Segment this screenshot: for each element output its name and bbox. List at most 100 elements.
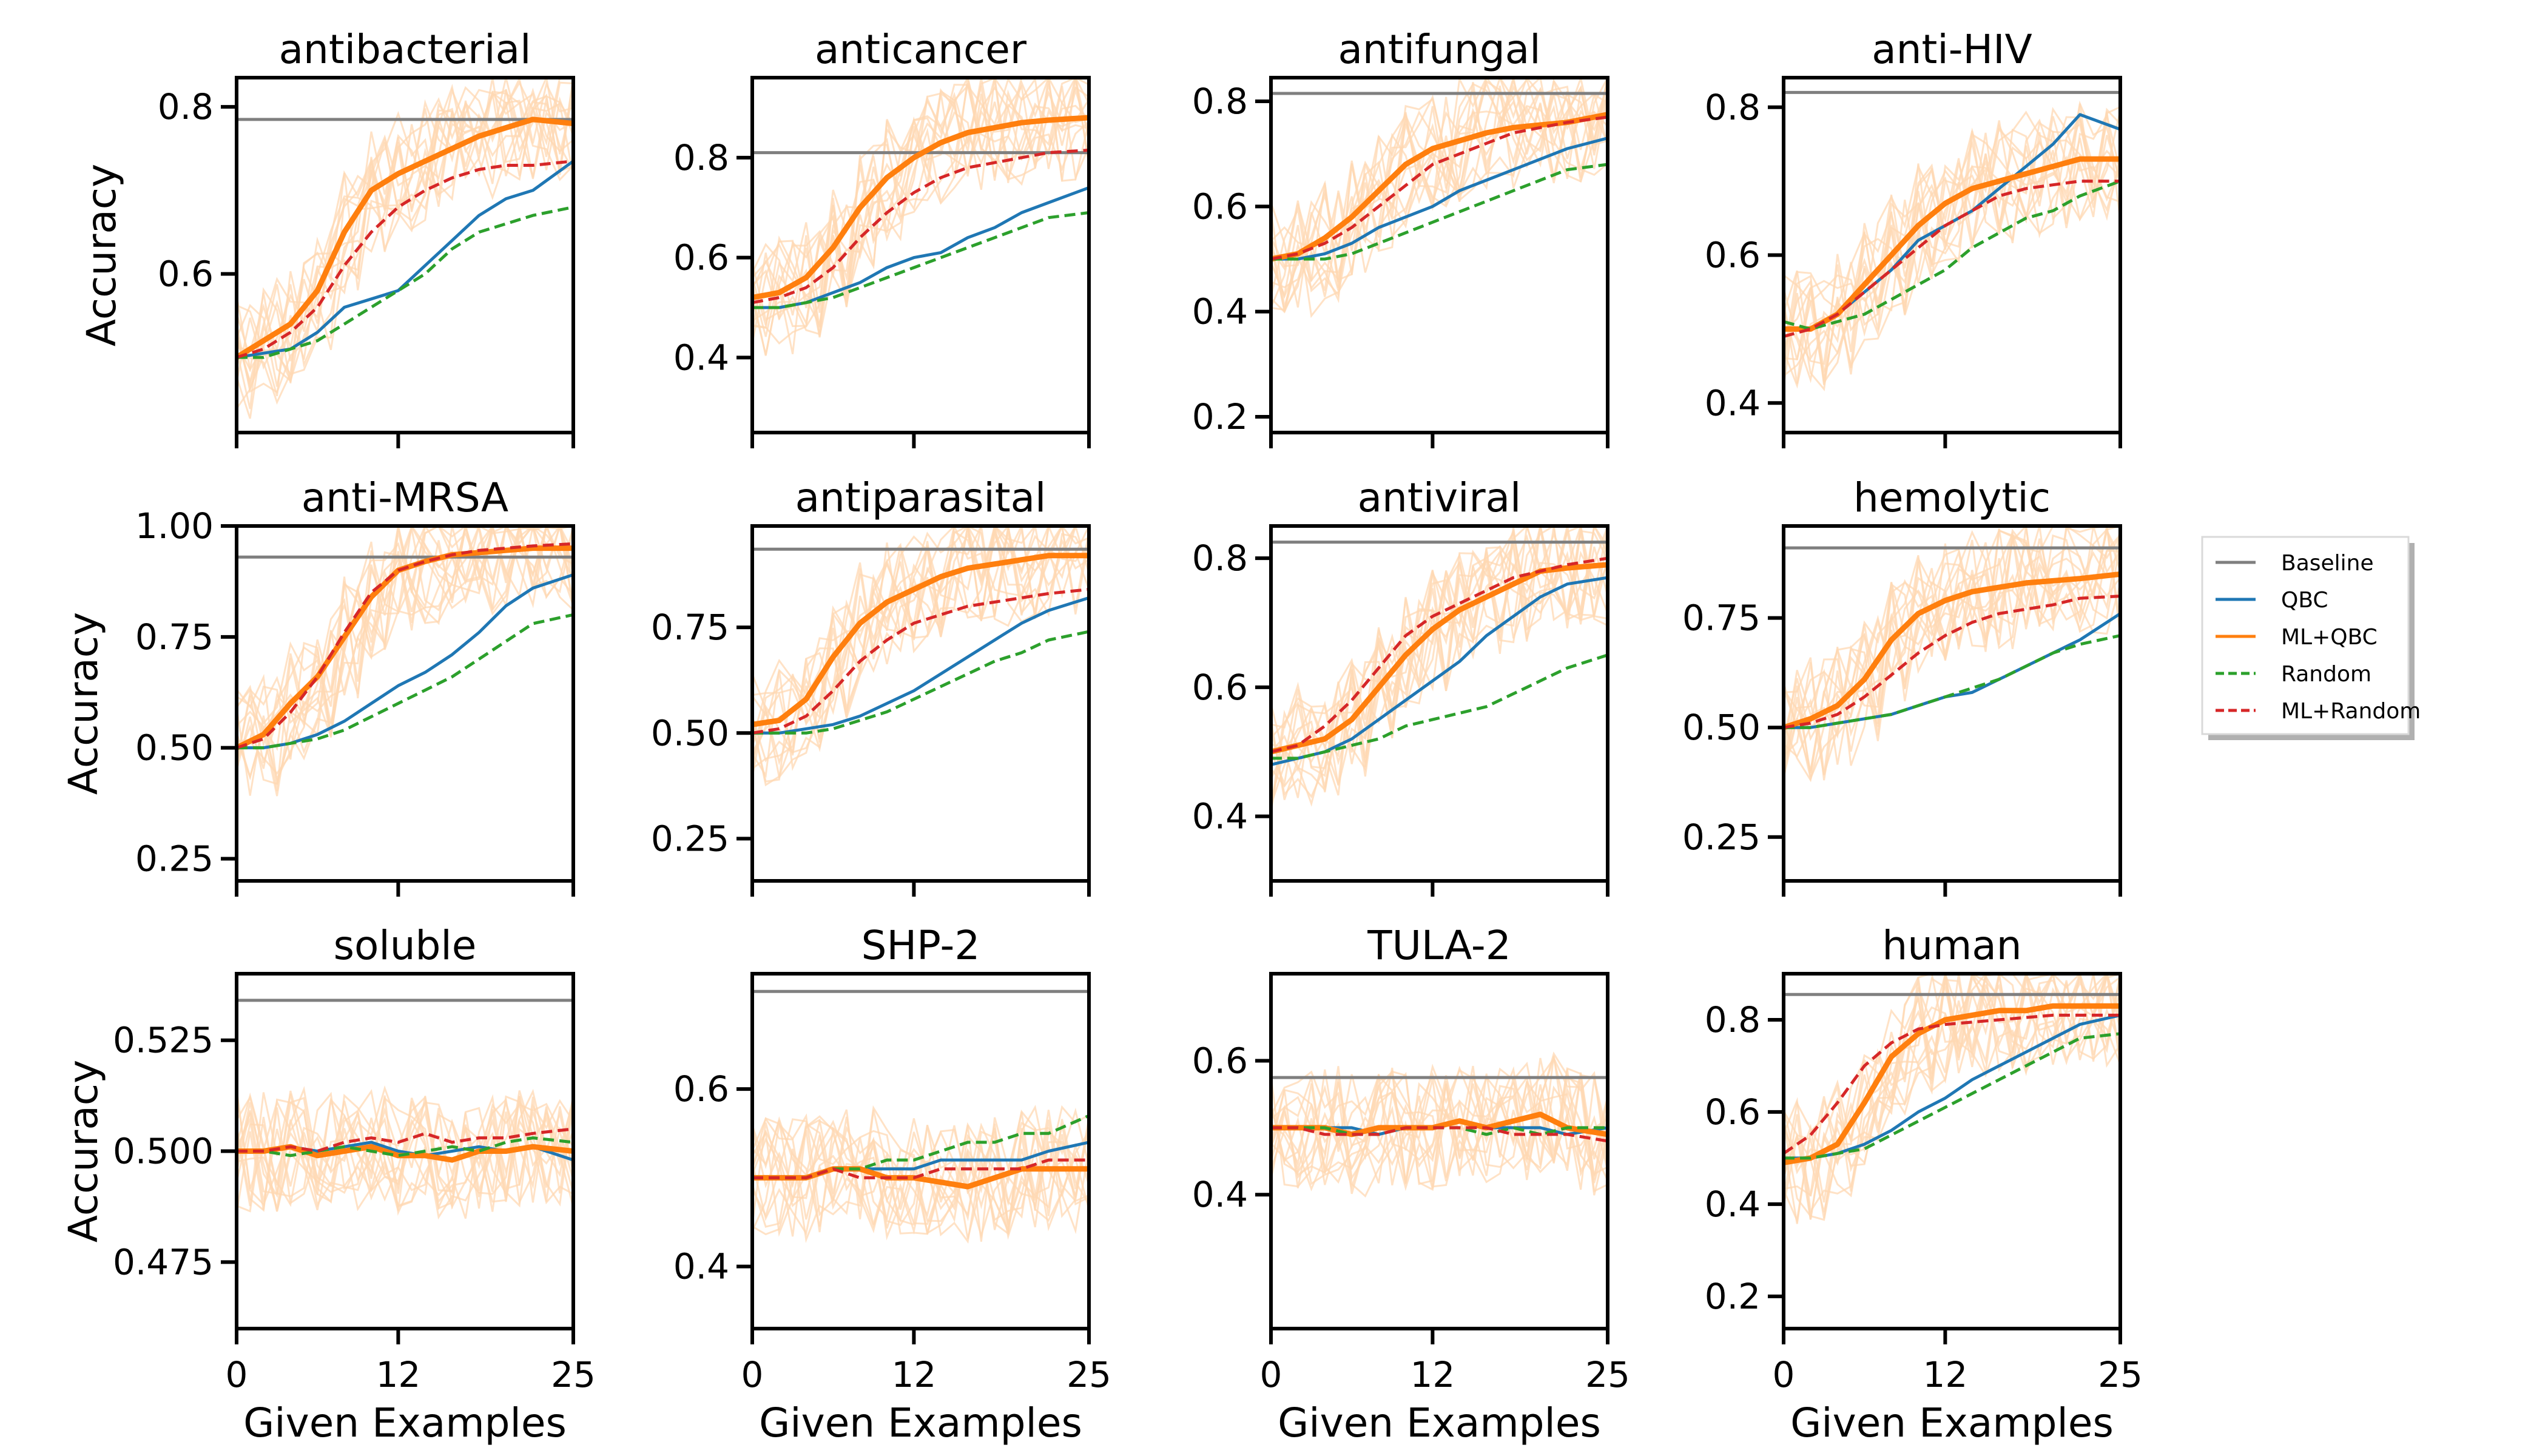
background-run-line	[1271, 526, 1608, 806]
y-tick-label: 0.2	[1705, 1276, 1761, 1317]
background-run-line	[752, 78, 1089, 343]
x-tick-label: 0	[1773, 1354, 1795, 1395]
y-tick-label: 0.6	[158, 253, 214, 294]
y-tick-label: 0.6	[673, 1068, 729, 1110]
x-tick-label: 12	[891, 1354, 936, 1395]
y-tick-label: 0.50	[651, 712, 729, 753]
series-mlrandom-line	[237, 542, 573, 749]
background-run-line	[1271, 78, 1608, 312]
y-tick-label: 0.4	[1192, 796, 1248, 837]
series-mlrandom-line	[1784, 1013, 2120, 1155]
series-random-line	[752, 211, 1089, 309]
series-mlrandom-line	[752, 1158, 1089, 1179]
background-run-line	[752, 526, 1089, 742]
background-run-line	[752, 526, 1089, 763]
x-tick-label: 0	[1260, 1354, 1282, 1395]
background-run-line	[752, 78, 1089, 326]
series-random-line	[237, 613, 573, 750]
background-run-line	[752, 526, 1089, 770]
x-tick-label: 25	[1585, 1354, 1630, 1395]
x-axis-label: Given Examples	[243, 1400, 567, 1446]
background-run-line	[752, 1110, 1089, 1240]
panel-hemolytic: 0.25 0.50 0.75 hemolytic	[1682, 474, 2122, 897]
x-tick-label: 25	[1067, 1354, 1111, 1395]
x-tick-label: 25	[551, 1354, 596, 1395]
panel-title: human	[1882, 922, 2021, 969]
panel-antibacterial: 0.6 0.8 antibacterial	[158, 26, 575, 448]
panel-title: anti-MRSA	[302, 474, 508, 521]
background-run-line	[1271, 81, 1608, 308]
background-run-line	[752, 1123, 1089, 1239]
legend-label-mlrandom: ML+Random	[2281, 699, 2421, 724]
x-axis-label: Given Examples	[759, 1400, 1082, 1446]
legend-label-mlqbc: ML+QBC	[2281, 625, 2378, 650]
series-random-line	[1271, 163, 1608, 261]
y-tick-label: 0.8	[673, 137, 729, 178]
y-tick-label: 0.475	[113, 1241, 214, 1282]
y-tick-label: 0.4	[673, 337, 729, 378]
background-run-line	[752, 1119, 1089, 1235]
y-tick-label: 0.4	[1192, 291, 1248, 332]
background-run-line	[1271, 78, 1608, 297]
panel-title: antiviral	[1358, 474, 1522, 521]
series-qbc-line	[1271, 136, 1608, 261]
background-run-line	[1271, 78, 1608, 299]
background-run-line	[1271, 1056, 1608, 1196]
background-run-line	[752, 83, 1089, 322]
background-run-line	[752, 1107, 1089, 1244]
series-random-line	[237, 1136, 573, 1158]
y-tick-label: 0.6	[1192, 1040, 1248, 1081]
y-tick-label: 0.8	[1705, 87, 1761, 128]
background-run-line	[1784, 974, 2120, 1214]
background-run-line	[1784, 112, 2120, 385]
y-tick-label: 0.8	[1705, 999, 1761, 1040]
panel-title: antiparasital	[795, 474, 1046, 521]
background-run-line	[237, 1086, 573, 1209]
y-tick-label: 0.75	[1682, 598, 1761, 639]
y-tick-label: 0.6	[1192, 667, 1248, 708]
panel-anticancer: 0.4 0.6 0.8 anticancer	[673, 26, 1091, 448]
x-tick-label: 12	[1923, 1354, 1967, 1395]
background-run-line	[1271, 1076, 1608, 1184]
axes-frame	[1269, 524, 1609, 883]
background-run-line	[1784, 526, 2120, 778]
panel-title: antifungal	[1338, 26, 1540, 73]
y-tick-label: 0.500	[113, 1131, 214, 1172]
series-mlrandom-line	[1784, 595, 2120, 729]
series-mlrandom-line	[1271, 115, 1608, 261]
y-axis-label: Accuracy	[60, 612, 107, 795]
y-tick-label: 0.50	[135, 727, 214, 769]
y-tick-label: 0.75	[135, 616, 214, 658]
background-run-line	[1784, 529, 2120, 772]
background-run-line	[1784, 110, 2120, 360]
x-axis-label: Given Examples	[1790, 1400, 2114, 1446]
panel-antifungal: 0.2 0.4 0.6 0.8 antifungal	[1192, 26, 1609, 448]
y-axis-label: Accuracy	[78, 164, 125, 346]
legend: Baseline QBC ML+QBC Random ML+Random	[2201, 536, 2421, 740]
x-tick-label: 0	[226, 1354, 248, 1395]
series-random-line	[752, 630, 1089, 735]
background-run-line	[1784, 107, 2120, 374]
background-run-line	[752, 526, 1089, 725]
background-run-line	[1784, 100, 2120, 368]
background-run-line	[1271, 1063, 1608, 1188]
series-mlqbc-line	[752, 115, 1089, 300]
panel-title: soluble	[334, 922, 477, 969]
series-mlrandom-line	[1271, 1126, 1608, 1143]
x-tick-label: 0	[741, 1354, 764, 1395]
panel-anti-mrsa: 0.25 0.50 0.75 1.00 anti-MRSA	[135, 474, 575, 897]
background-run-line	[237, 78, 573, 382]
panel-antiviral: 0.4 0.6 0.8 antiviral	[1192, 474, 1609, 897]
axes-frame	[1269, 972, 1609, 1330]
series-mlqbc-line	[1271, 112, 1608, 262]
series-mlqbc-line	[1784, 571, 2120, 730]
y-axis-label: Accuracy	[60, 1060, 107, 1242]
series-mlrandom-line	[237, 160, 573, 359]
y-tick-label: 0.6	[673, 237, 729, 278]
y-tick-label: 0.8	[158, 86, 214, 127]
series-qbc-line	[752, 596, 1089, 735]
series-mlrandom-line	[1271, 556, 1608, 753]
x-tick-label: 12	[376, 1354, 420, 1395]
y-tick-label: 0.8	[1192, 538, 1248, 579]
